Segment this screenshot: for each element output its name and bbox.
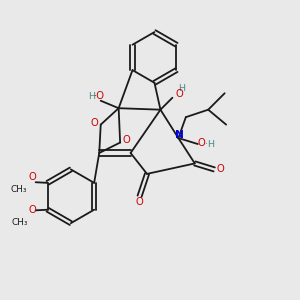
Text: ·O: ·O bbox=[94, 91, 105, 101]
Text: O: O bbox=[176, 89, 184, 99]
Text: ·H: ·H bbox=[205, 140, 215, 148]
Text: O: O bbox=[29, 172, 37, 182]
Text: O: O bbox=[90, 118, 98, 128]
Text: O: O bbox=[136, 197, 143, 207]
Text: H: H bbox=[178, 84, 185, 93]
Text: CH₃: CH₃ bbox=[11, 185, 27, 194]
Text: O: O bbox=[217, 164, 225, 174]
Text: H: H bbox=[88, 92, 95, 101]
Text: N: N bbox=[176, 130, 184, 140]
Text: CH₃: CH₃ bbox=[12, 218, 28, 227]
Text: O: O bbox=[122, 135, 130, 145]
Text: O: O bbox=[29, 205, 37, 215]
Text: O: O bbox=[198, 138, 206, 148]
